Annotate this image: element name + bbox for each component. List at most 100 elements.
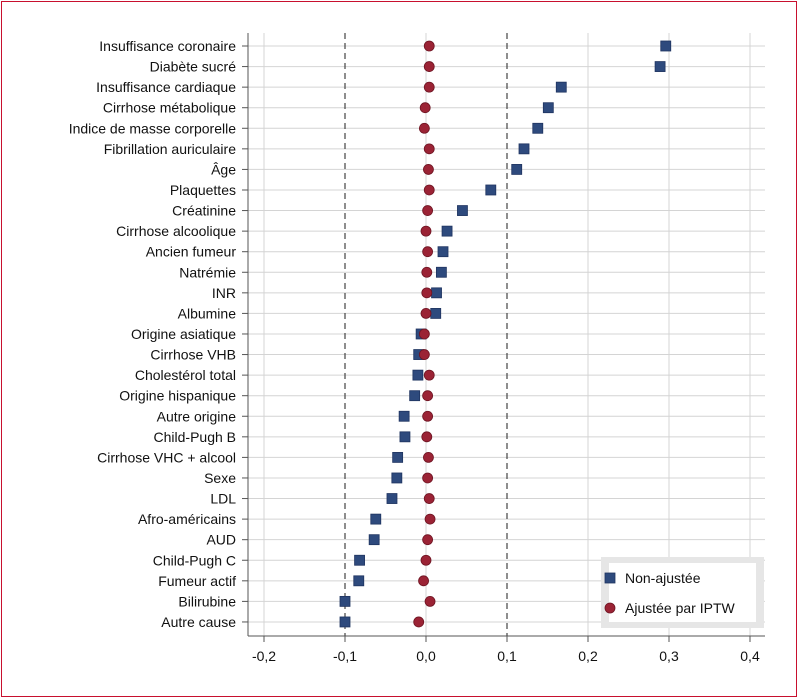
point-non-ajustee [435, 266, 447, 278]
x-tick-label: -0,2 [252, 648, 276, 664]
category-label: LDL [210, 491, 236, 507]
x-tick-label: -0,1 [333, 648, 357, 664]
point-ajustee-iptw [423, 81, 435, 93]
point-ajustee-iptw [421, 431, 433, 443]
point-ajustee-iptw [419, 102, 431, 114]
point-ajustee-iptw [423, 184, 435, 196]
category-label: Autre cause [161, 614, 236, 630]
category-label: Âge [211, 161, 236, 177]
point-non-ajustee [399, 431, 411, 443]
category-label: Albumine [178, 305, 237, 321]
reference-lines [344, 33, 508, 636]
point-non-ajustee [441, 225, 453, 237]
point-non-ajustee [353, 575, 365, 587]
point-ajustee-iptw [418, 575, 429, 587]
series-markers [339, 40, 672, 628]
point-non-ajustee [518, 143, 530, 155]
axes [242, 33, 765, 642]
point-non-ajustee [370, 513, 382, 525]
x-tick-label: 0,1 [497, 648, 517, 664]
point-ajustee-iptw [422, 246, 434, 258]
point-ajustee-iptw [418, 349, 430, 360]
point-non-ajustee [542, 102, 554, 114]
point-ajustee-iptw [423, 143, 435, 155]
point-ajustee-iptw [422, 205, 434, 216]
category-label: Ancien fumeur [146, 244, 237, 260]
category-label: Créatinine [172, 203, 236, 219]
legend-circle-icon [604, 602, 616, 614]
point-non-ajustee [391, 472, 403, 484]
category-label: Cholestérol total [135, 367, 236, 383]
point-ajustee-iptw [424, 595, 436, 607]
x-tick-labels: -0,2 -0,1 0,0 0,1 0,2 0,3 0,4 [252, 648, 760, 664]
point-ajustee-iptw [418, 328, 430, 340]
point-ajustee-iptw [423, 61, 435, 72]
category-labels: Insuffisance coronaire Diabète sucré Insuf… [69, 38, 237, 630]
point-non-ajustee [409, 390, 421, 402]
category-label: Child-Pugh B [154, 429, 237, 445]
legend: Non-ajustée Ajustée par IPTW [601, 557, 764, 628]
point-ajustee-iptw [423, 451, 434, 463]
point-non-ajustee [437, 246, 449, 258]
point-ajustee-iptw [421, 266, 433, 278]
point-ajustee-iptw [423, 164, 434, 175]
point-ajustee-iptw [422, 390, 434, 402]
category-label: Bilirubine [178, 593, 236, 609]
point-ajustee-iptw [424, 513, 436, 525]
point-non-ajustee [386, 493, 398, 504]
point-non-ajustee [660, 40, 672, 52]
point-non-ajustee [398, 410, 410, 422]
point-ajustee-iptw [423, 369, 435, 381]
category-label: Origine hispanique [119, 388, 236, 404]
point-ajustee-iptw [422, 534, 434, 546]
category-label: Origine asiatique [131, 326, 236, 342]
category-label: Fumeur actif [158, 573, 236, 589]
category-label: AUD [206, 532, 236, 548]
point-non-ajustee [511, 164, 523, 175]
x-tick-label: 0,4 [740, 648, 760, 664]
category-label: Sexe [204, 470, 236, 486]
point-ajustee-iptw [420, 308, 432, 319]
point-non-ajustee [555, 81, 567, 93]
point-non-ajustee [431, 287, 442, 299]
category-label: Afro-américains [138, 511, 236, 527]
point-non-ajustee [412, 369, 424, 381]
point-ajustee-iptw [422, 410, 434, 422]
point-non-ajustee [339, 616, 351, 628]
x-tick-label: 0,0 [416, 648, 436, 664]
category-label: Plaquettes [170, 182, 236, 198]
category-label: Diabète sucré [150, 59, 237, 75]
category-label: Fibrillation auriculaire [104, 141, 236, 157]
legend-square-icon [604, 572, 616, 584]
category-label: Child-Pugh C [153, 552, 236, 568]
point-non-ajustee [354, 554, 365, 566]
point-non-ajustee [654, 61, 666, 72]
point-non-ajustee [457, 205, 468, 216]
point-ajustee-iptw [422, 472, 434, 484]
category-label: Cirrhose VHB [150, 347, 236, 363]
category-label: Cirrhose VHC + alcool [97, 449, 236, 465]
point-ajustee-iptw [420, 554, 432, 566]
point-ajustee-iptw [420, 225, 432, 237]
point-ajustee-iptw [421, 287, 433, 299]
point-non-ajustee [430, 308, 442, 319]
legend-box [609, 563, 756, 622]
point-non-ajustee [392, 451, 404, 463]
category-label: Natrémie [179, 264, 236, 280]
x-tick-label: 0,3 [659, 648, 679, 664]
category-label: Cirrhose métabolique [103, 100, 236, 116]
point-non-ajustee [532, 122, 544, 134]
category-label: INR [212, 285, 236, 301]
point-ajustee-iptw [413, 616, 425, 628]
point-ajustee-iptw [423, 493, 435, 504]
category-label: Insuffisance cardiaque [96, 79, 236, 95]
category-label: Autre origine [157, 408, 237, 424]
category-label: Cirrhose alcoolique [116, 223, 236, 239]
point-non-ajustee [485, 184, 497, 196]
x-tick-label: 0,2 [578, 648, 598, 664]
point-ajustee-iptw [423, 40, 435, 52]
legend-label: Non-ajustée [625, 570, 701, 586]
category-label: Indice de masse corporelle [69, 120, 237, 136]
